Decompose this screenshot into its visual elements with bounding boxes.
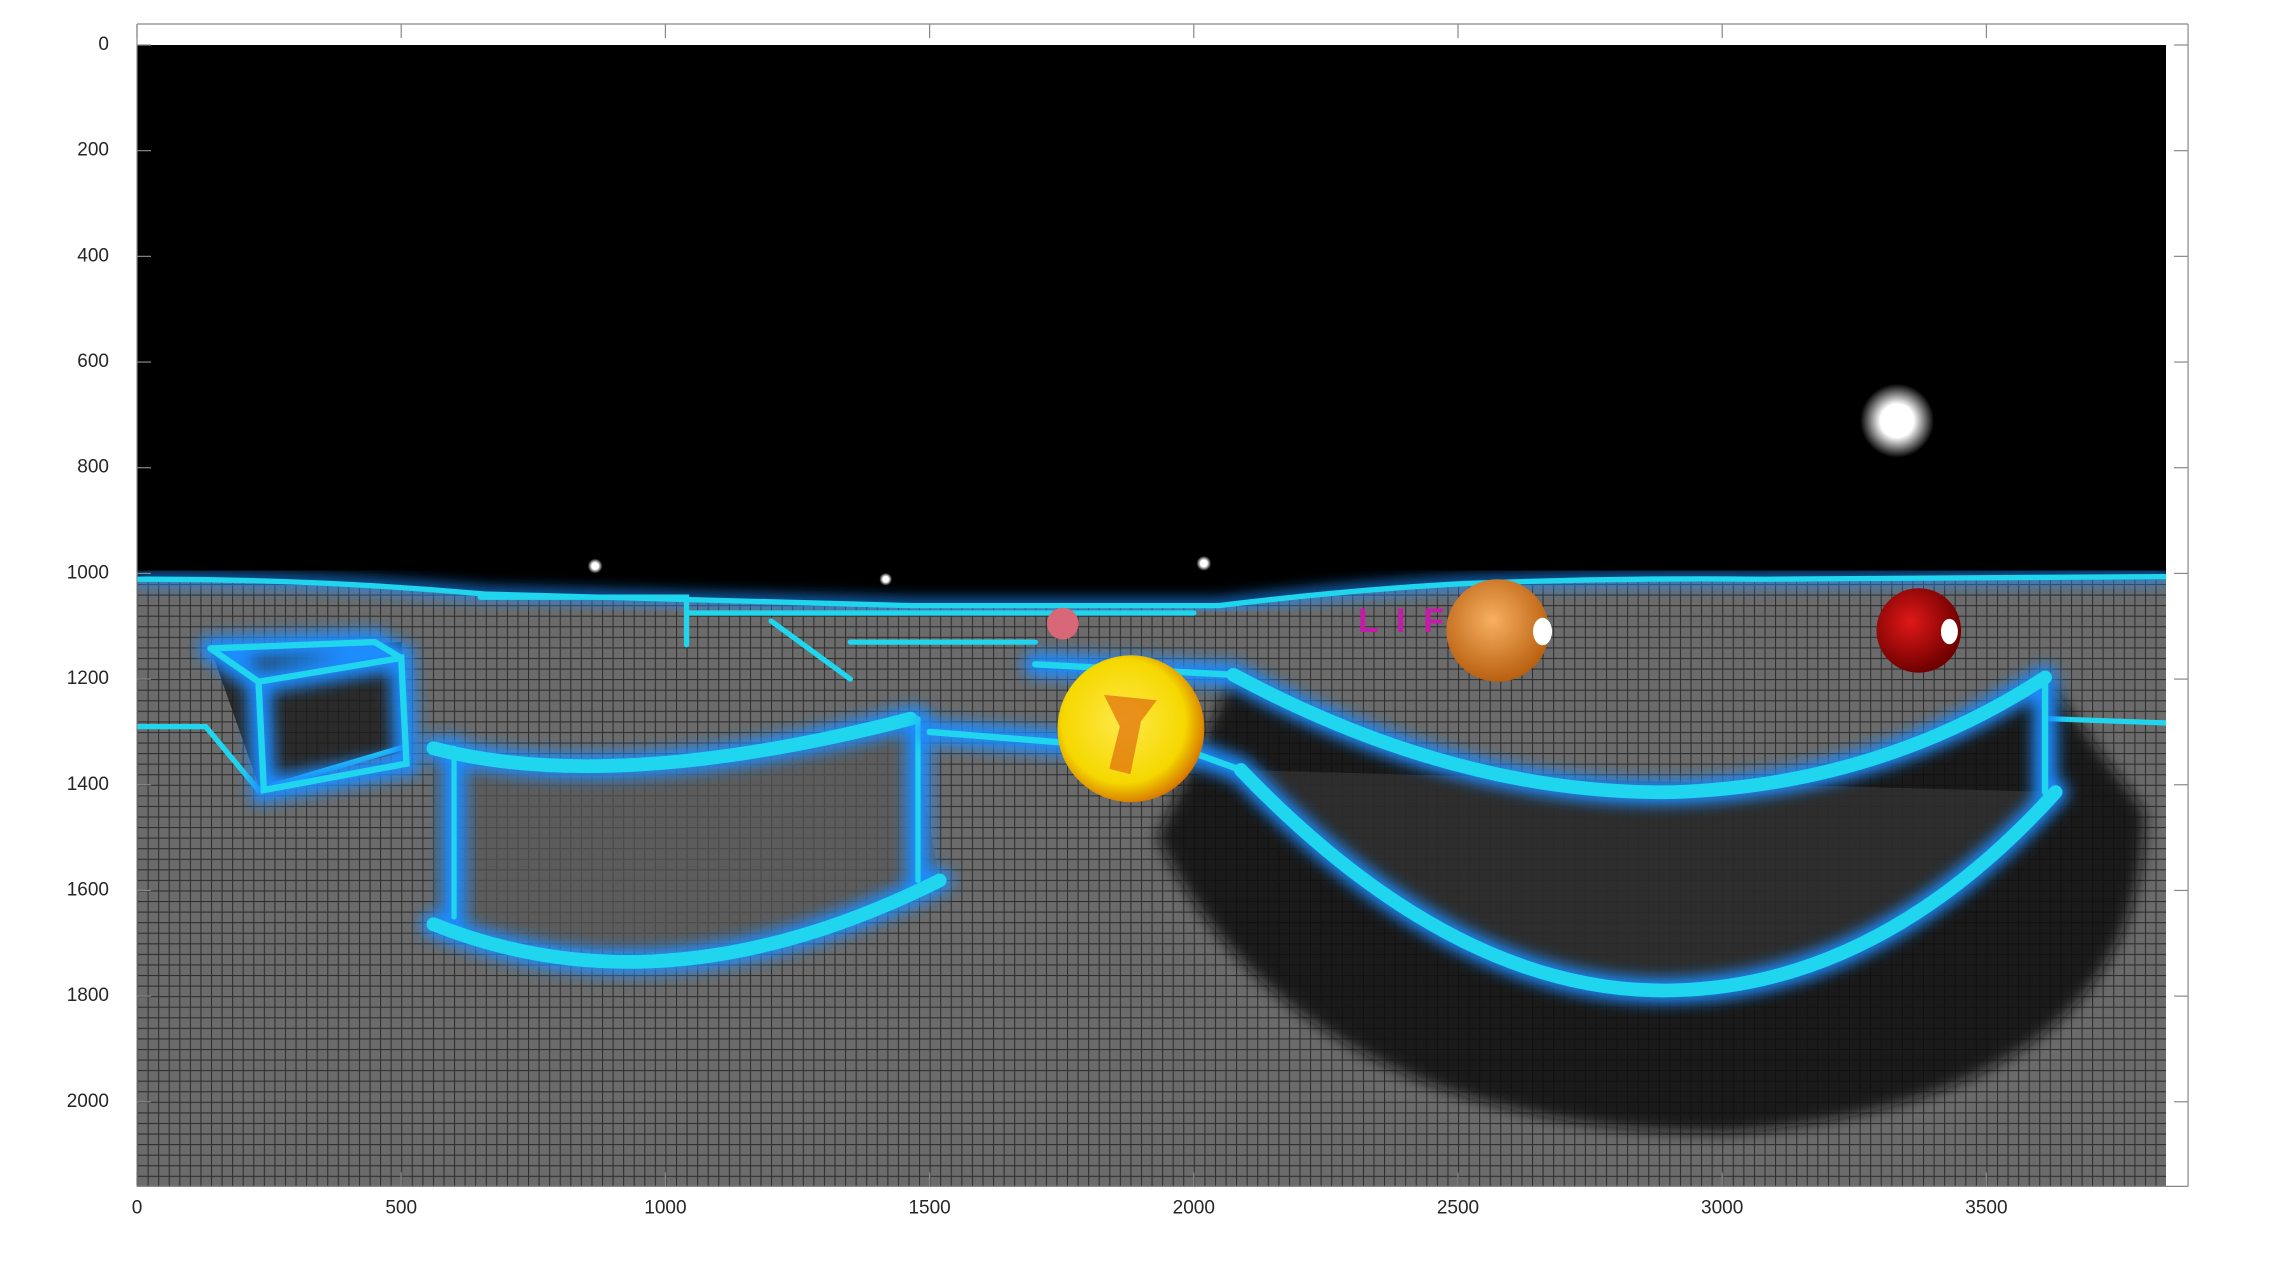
y-tick-label: 1000	[67, 562, 109, 583]
y-tick-label: 0	[98, 34, 109, 55]
x-tick-label: 0	[132, 1197, 143, 1218]
image: L I F	[137, 45, 2167, 1187]
y-tick-label: 400	[77, 245, 109, 266]
y-tick-label: 600	[77, 351, 109, 372]
y-tick-label: 2000	[67, 1091, 109, 1112]
scene-text: L I F	[1358, 602, 1448, 640]
y-tick-label: 1800	[67, 985, 109, 1006]
x-tick-label: 2000	[1173, 1197, 1215, 1218]
x-tick-label: 3500	[1965, 1197, 2007, 1218]
x-tick-label: 3000	[1701, 1197, 1743, 1218]
x-tick-label: 1000	[644, 1197, 686, 1218]
x-tick-label: 1500	[908, 1197, 950, 1218]
y-tick-label: 1600	[67, 879, 109, 900]
y-tick-label: 1200	[67, 668, 109, 689]
y-tick-label: 200	[77, 140, 109, 161]
x-tick-label: 2500	[1437, 1197, 1479, 1218]
x-tick-label: 500	[385, 1197, 417, 1218]
y-tick-label: 1400	[67, 774, 109, 795]
y-tick-label: 800	[77, 457, 109, 478]
axes: 0 500 1000 1500 2000 2500 3000 3500 0 200 400 600 80…	[67, 23, 2189, 1218]
